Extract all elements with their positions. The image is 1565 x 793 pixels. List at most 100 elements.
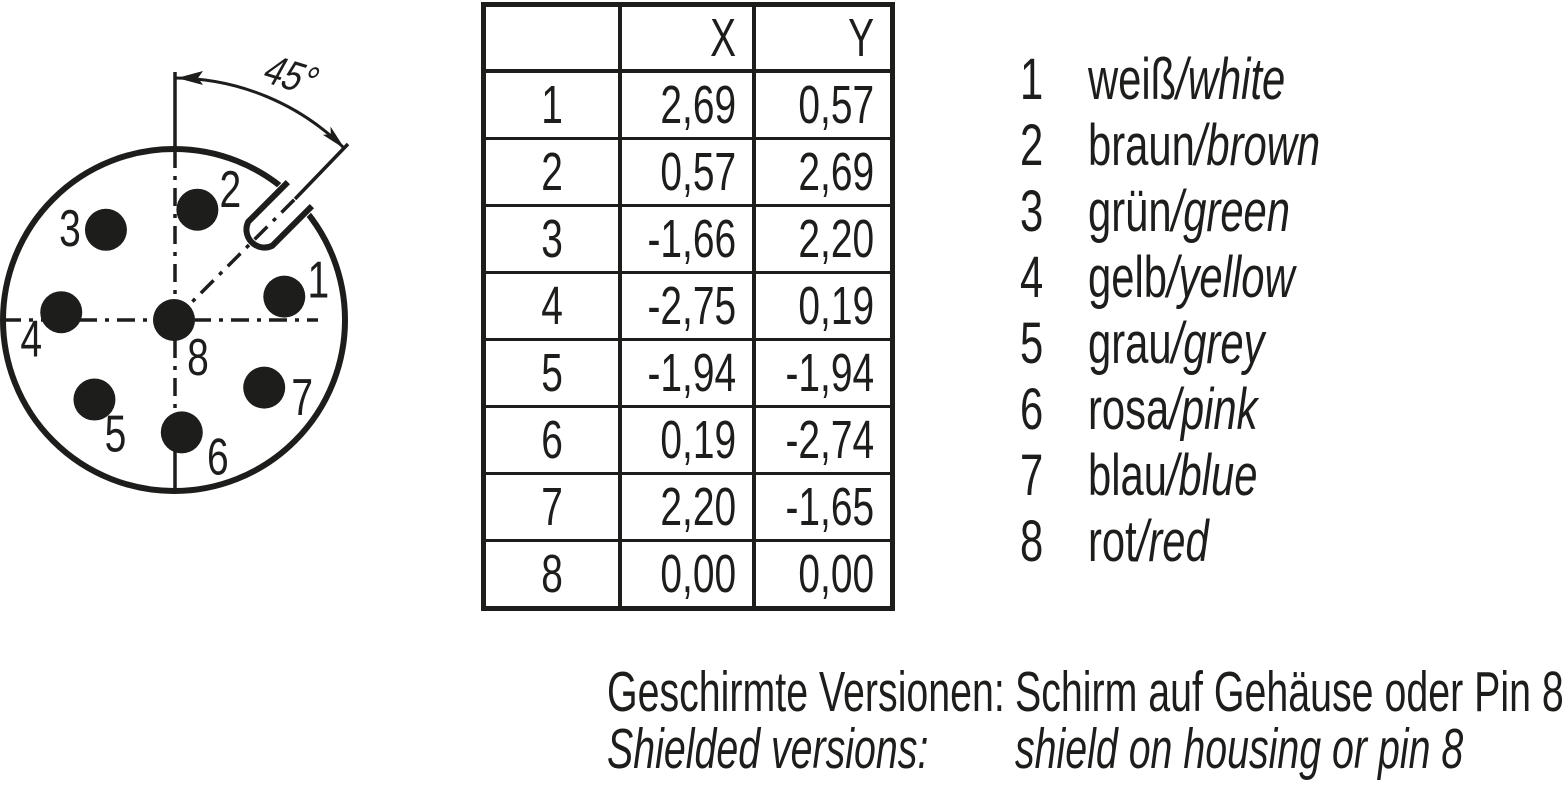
pin-cell: 2: [541, 142, 563, 202]
pin-number-label-6: 6: [207, 427, 229, 486]
pin-cell: 4: [541, 276, 563, 336]
y-cell: 0,19: [752, 274, 890, 338]
pin-cell: 7: [541, 477, 563, 537]
legend-pin-number: 1: [1020, 46, 1044, 112]
pin-number-label-5: 5: [105, 404, 127, 463]
legend-item-pin-5: 5 grau/grey: [1020, 310, 1410, 376]
y-cell: 2,20: [752, 207, 890, 271]
shielding-note-de: Geschirmte Versionen: Schirm auf Gehäuse…: [607, 660, 1565, 724]
color-name-de: blau: [1088, 442, 1167, 508]
keyway-axis-extension: [293, 142, 350, 201]
pin-contact-1: [263, 275, 306, 318]
shielding-note: Geschirmte Versionen: Schirm auf Gehäuse…: [607, 660, 1565, 781]
color-name-en: /red: [1136, 508, 1209, 574]
pin-coordinate-table: X Y 1 2,69 0,57 2 0,57 2,69 3 -1,66 2,20 4 -2,75 0,…: [481, 2, 895, 611]
pin-contact-7: [243, 366, 286, 409]
x-cell: -1,66: [618, 207, 752, 271]
legend-color-text: braun/brown: [1088, 112, 1410, 179]
table-header-x: X: [618, 7, 752, 69]
pin-number-label-7: 7: [291, 367, 313, 426]
note-label-de: Geschirmte Versionen:: [607, 659, 1005, 724]
legend-item-pin-1: 1 weiß/white: [1020, 46, 1410, 112]
table-header-row: X Y: [486, 7, 890, 69]
legend-item-pin-6: 6 rosa/pink: [1020, 376, 1410, 442]
pin-cell: 6: [541, 410, 563, 470]
legend-color-text: weiß/white: [1088, 46, 1362, 113]
pin-cell: 3: [541, 209, 563, 269]
color-name-en: /brown: [1194, 112, 1321, 178]
color-name-de: weiß: [1088, 46, 1177, 112]
legend-item-pin-8: 8 rot/red: [1020, 508, 1410, 574]
legend-item-pin-4: 4 gelb/yellow: [1020, 244, 1410, 310]
x-cell: 0,57: [618, 140, 752, 204]
note-label-en: Shielded versions:: [607, 716, 929, 781]
color-name-en: /green: [1171, 178, 1291, 244]
legend-pin-number: 8: [1020, 508, 1044, 574]
pin-contacts: [40, 188, 306, 454]
color-name-de: braun: [1088, 112, 1195, 178]
legend-item-pin-7: 7 blau/blue: [1020, 442, 1410, 508]
pin-number-label-8: 8: [187, 328, 209, 387]
note-text-de: Schirm auf Gehäuse oder Pin 8: [1015, 659, 1564, 724]
y-cell: 2,69: [752, 140, 890, 204]
legend-item-pin-2: 2 braun/brown: [1020, 112, 1410, 178]
y-cell: 0,00: [752, 542, 890, 606]
pin-cell: 1: [541, 75, 563, 135]
color-name-de: grau: [1088, 310, 1172, 376]
legend-pin-number: 2: [1020, 112, 1044, 178]
pin-cell: 8: [541, 544, 563, 604]
color-name-en: /grey: [1171, 310, 1265, 376]
pin-number-labels: 1 2 34 5 6 7 8: [20, 159, 329, 485]
pin-contact-8: [153, 299, 195, 341]
x-cell: 0,19: [618, 408, 752, 472]
table-row-pin-2: 2 0,57 2,69: [486, 137, 890, 204]
legend-color-text: blau/blue: [1088, 442, 1323, 509]
x-cell: -2,75: [618, 274, 752, 338]
legend-pin-number: 4: [1020, 244, 1044, 310]
pin-number-label-3: 3: [59, 198, 81, 257]
dimension-arrowhead-left: [177, 71, 203, 85]
pin-number-label-1: 1: [307, 250, 329, 309]
table-row-pin-1: 1 2,69 0,57: [486, 69, 890, 137]
pin-number-label-4: 4: [20, 309, 42, 368]
y-cell: -2,74: [752, 408, 890, 472]
pin-contact-6: [160, 411, 203, 454]
y-cell: -1,65: [752, 475, 890, 539]
legend-pin-number: 7: [1020, 442, 1044, 508]
pin-contact-4: [40, 291, 83, 334]
legend-color-text: grau/grey: [1088, 310, 1333, 377]
legend-color-text: grün/green: [1088, 178, 1369, 245]
legend-pin-number: 3: [1020, 178, 1044, 244]
notch-outline: [243, 179, 315, 251]
x-cell: 2,69: [618, 73, 752, 137]
table-row-pin-8: 8 0,00 0,00: [486, 539, 890, 606]
y-cell: 0,57: [752, 73, 890, 137]
keyway-axis-line: [172, 197, 297, 322]
wire-color-legend: 1 weiß/white 2 braun/brown 3 grün/green 4 gelb/…: [1020, 46, 1410, 574]
table-row-pin-6: 6 0,19 -2,74: [486, 405, 890, 472]
color-name-en: /blue: [1166, 442, 1258, 508]
table-row-pin-7: 7 2,20 -1,65: [486, 472, 890, 539]
x-cell: -1,94: [618, 341, 752, 405]
pin-cell: 5: [541, 343, 563, 403]
color-name-en: /yellow: [1166, 244, 1295, 310]
table-header-pin: [486, 7, 618, 69]
y-cell: -1,94: [752, 341, 890, 405]
pin-number-label-2: 2: [220, 159, 242, 218]
color-name-de: rot: [1088, 508, 1137, 574]
color-name-de: grün: [1088, 178, 1172, 244]
legend-pin-number: 6: [1020, 376, 1044, 442]
dimension-arrowhead-right: [322, 126, 345, 149]
x-cell: 2,20: [618, 475, 752, 539]
table-header-y: Y: [752, 7, 890, 69]
legend-item-pin-3: 3 grün/green: [1020, 178, 1410, 244]
color-name-de: gelb: [1088, 244, 1167, 310]
table-row-pin-4: 4 -2,75 0,19: [486, 271, 890, 338]
color-name-en: /white: [1176, 46, 1286, 112]
note-text-en: shield on housing or pin 8: [1015, 716, 1464, 781]
pin-contact-2: [176, 188, 219, 231]
pin-contact-3: [84, 208, 127, 251]
x-cell: 0,00: [618, 542, 752, 606]
table-row-pin-3: 3 -1,66 2,20: [486, 204, 890, 271]
